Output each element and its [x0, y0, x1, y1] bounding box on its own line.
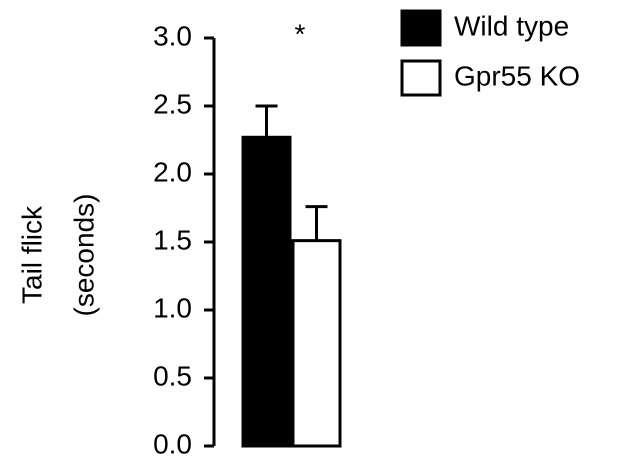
y-tick-label: 3.0: [153, 20, 192, 51]
legend-label: Gpr55 KO: [454, 60, 580, 91]
y-axis-label: Tail flick: [16, 205, 47, 304]
y-tick-label: 1.0: [153, 292, 192, 323]
y-tick-label: 1.5: [153, 224, 192, 255]
y-tick-label: 0.0: [153, 428, 192, 459]
significance-annotation: *: [295, 18, 306, 49]
bar: [291, 239, 342, 448]
y-tick-label: 0.5: [153, 360, 192, 391]
y-tick-label: 2.5: [153, 88, 192, 119]
y-tick-label: 2.0: [153, 156, 192, 187]
legend-swatch: [400, 59, 442, 97]
legend-swatch: [400, 9, 442, 47]
bar: [241, 135, 292, 448]
legend-label: Wild type: [454, 10, 569, 41]
y-axis-label: (seconds): [68, 194, 99, 317]
